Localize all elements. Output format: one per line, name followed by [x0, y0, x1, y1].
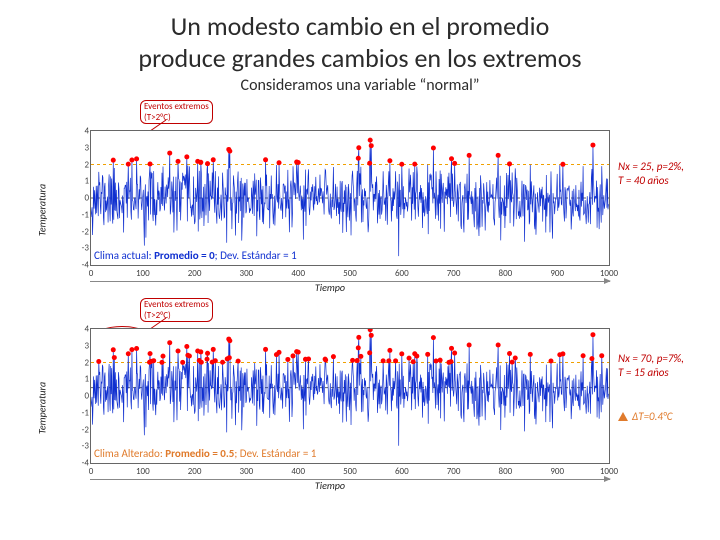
xtick: 300	[240, 466, 254, 477]
stats-top: Nx = 25, p=2%, T = 40 años	[618, 160, 684, 188]
delta-label: ΔT=0.4°C	[618, 410, 672, 423]
xtick: 500	[343, 466, 357, 477]
ytick: -4	[73, 458, 89, 469]
xtick: 600	[395, 466, 409, 477]
xtick: 200	[188, 466, 202, 477]
ylabel-bottom: Temperatura	[36, 382, 49, 434]
charts-container: Eventos extremos (T>2°C) Temperatura -4-…	[50, 130, 610, 510]
xtick: 200	[188, 268, 202, 279]
plot-top: -4-3-2-101234010020030040050060070080090…	[90, 130, 610, 266]
xtick: 500	[343, 268, 357, 279]
xtick: 300	[240, 268, 254, 279]
ytick: -3	[73, 441, 89, 452]
caption-top: Clima actual: Promedio = 0; Dev. Estánda…	[94, 249, 297, 262]
xtick: 800	[499, 268, 513, 279]
xlabel-top: Tiempo	[315, 281, 345, 294]
xtick: 100	[136, 466, 150, 477]
xtick: 700	[447, 466, 461, 477]
xtick: 100	[136, 268, 150, 279]
ytick: -1	[73, 209, 89, 220]
xtick: 0	[89, 466, 94, 477]
ytick: -2	[73, 424, 89, 435]
xtick: 400	[291, 268, 305, 279]
ytick: 2	[73, 159, 89, 170]
xtick: 600	[395, 268, 409, 279]
caption-bottom: Clima Alterado: Promedio = 0.5; Dev. Est…	[94, 447, 316, 460]
ytick: -3	[73, 243, 89, 254]
slide-title: Un modesto cambio en el promedio produce…	[0, 0, 720, 76]
ytick: -4	[73, 260, 89, 271]
stats-bottom: Nx = 70, p=7%, T = 15 años	[618, 352, 684, 380]
plot-bottom: -4-3-2-101234010020030040050060070080090…	[90, 328, 610, 464]
ylabel-top: Temperatura	[36, 184, 49, 236]
ytick: -1	[73, 407, 89, 418]
ytick: 4	[73, 324, 89, 335]
xtick: 700	[447, 268, 461, 279]
ytick: 3	[73, 340, 89, 351]
xtick: 800	[499, 466, 513, 477]
x-axis-arrow-top	[90, 281, 610, 282]
ytick: 1	[73, 176, 89, 187]
xtick: 900	[550, 466, 564, 477]
slide-subtitle: Consideramos una variable “normal”	[0, 76, 720, 95]
panel-top: Eventos extremos (T>2°C) Temperatura -4-…	[50, 130, 610, 290]
title-line1: Un modesto cambio en el promedio	[171, 10, 550, 42]
triangle-icon	[618, 412, 628, 421]
ytick: 0	[73, 193, 89, 204]
title-line2: produce grandes cambios en los extremos	[138, 42, 581, 74]
ytick: 2	[73, 357, 89, 368]
ytick: -2	[73, 226, 89, 237]
xtick: 0	[89, 268, 94, 279]
ytick: 0	[73, 391, 89, 402]
xtick: 400	[291, 466, 305, 477]
ytick: 1	[73, 374, 89, 385]
panel-bottom: Eventos extremos (T>2°C) Temperatura -4-…	[50, 328, 610, 488]
x-axis-arrow-bottom	[90, 479, 610, 480]
ytick: 4	[73, 126, 89, 137]
xtick: 900	[550, 268, 564, 279]
ytick: 3	[73, 142, 89, 153]
xlabel-bottom: Tiempo	[315, 479, 345, 492]
